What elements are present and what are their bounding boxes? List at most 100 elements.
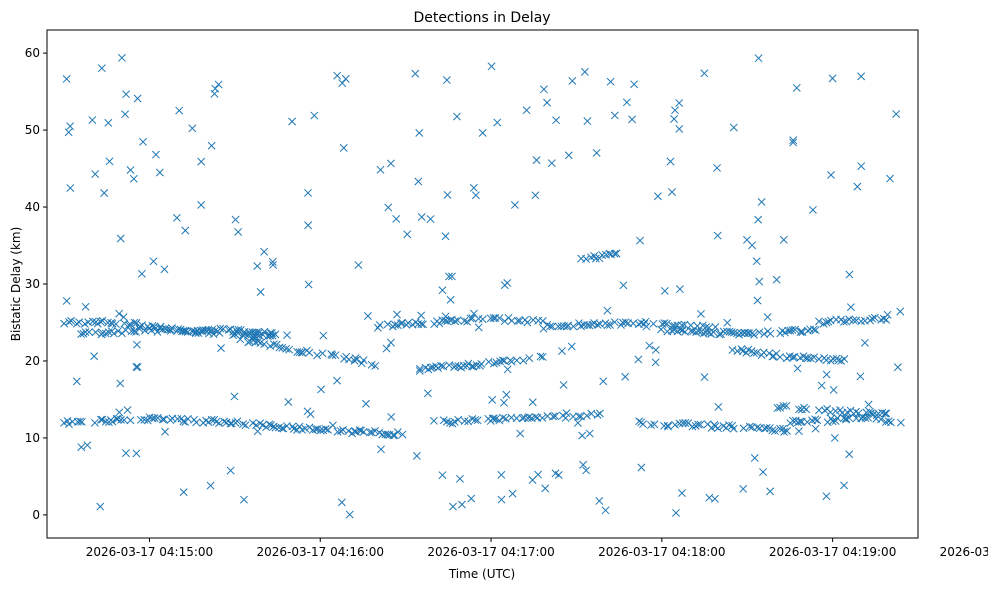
data-point xyxy=(757,198,766,206)
data-point xyxy=(797,327,806,336)
data-point xyxy=(675,285,684,294)
data-point xyxy=(803,418,812,427)
data-point xyxy=(117,415,125,424)
data-point xyxy=(488,414,497,423)
data-point xyxy=(538,352,547,361)
data-point xyxy=(719,327,728,336)
data-point xyxy=(426,363,435,372)
data-point xyxy=(857,162,866,171)
data-point xyxy=(345,510,354,519)
data-point xyxy=(582,411,591,420)
data-point xyxy=(116,234,125,243)
data-point xyxy=(111,320,120,328)
data-point xyxy=(737,345,746,354)
data-point xyxy=(714,402,723,411)
data-point xyxy=(671,420,680,429)
data-point xyxy=(740,328,749,337)
data-point xyxy=(412,451,421,460)
data-point xyxy=(371,361,380,370)
data-point xyxy=(304,280,313,289)
data-point xyxy=(471,191,480,200)
data-point xyxy=(896,418,905,427)
data-point xyxy=(130,318,139,327)
data-point xyxy=(398,430,407,439)
data-point xyxy=(676,325,685,334)
data-point xyxy=(115,309,124,318)
data-point xyxy=(809,325,818,334)
data-point xyxy=(464,417,473,426)
data-point xyxy=(755,328,764,337)
data-point xyxy=(569,412,578,421)
data-point xyxy=(599,377,608,386)
data-point xyxy=(175,106,184,115)
data-point xyxy=(126,416,135,425)
data-point xyxy=(333,376,341,385)
data-point xyxy=(135,322,144,331)
data-point xyxy=(77,330,86,339)
data-point xyxy=(610,318,619,327)
data-point xyxy=(81,328,90,337)
data-point xyxy=(752,348,761,357)
data-point xyxy=(531,191,540,200)
data-point xyxy=(649,319,658,328)
y-tick-label: 0 xyxy=(32,508,40,522)
data-point xyxy=(226,466,235,475)
data-point xyxy=(81,302,90,311)
data-point xyxy=(339,143,348,152)
data-point xyxy=(489,314,498,323)
data-point xyxy=(359,356,368,365)
data-point xyxy=(108,417,117,426)
data-point xyxy=(97,64,106,73)
data-point xyxy=(449,502,457,511)
data-point xyxy=(822,492,831,501)
data-point xyxy=(653,192,662,201)
data-point xyxy=(709,328,718,337)
y-tick-label: 20 xyxy=(25,354,40,368)
data-point xyxy=(76,417,84,426)
data-point xyxy=(278,424,286,433)
data-point xyxy=(65,317,74,326)
data-point xyxy=(239,420,247,429)
data-point xyxy=(403,230,412,239)
data-point xyxy=(344,427,353,435)
data-point xyxy=(268,257,277,266)
data-point xyxy=(603,306,612,315)
data-point xyxy=(135,324,144,333)
data-point xyxy=(204,325,213,334)
data-point xyxy=(739,484,748,493)
data-point xyxy=(472,361,481,370)
data-point xyxy=(98,316,107,325)
data-point xyxy=(468,415,477,423)
data-point xyxy=(266,331,275,340)
y-tick-label: 60 xyxy=(25,46,40,60)
data-point xyxy=(153,327,162,336)
data-point xyxy=(362,399,370,408)
data-point xyxy=(815,317,823,326)
data-point xyxy=(474,323,483,332)
data-point xyxy=(678,326,687,335)
data-point xyxy=(842,415,850,424)
data-point xyxy=(75,318,84,327)
data-point xyxy=(779,401,788,410)
data-point xyxy=(96,502,105,511)
data-point xyxy=(671,106,679,115)
data-point xyxy=(532,156,541,165)
data-point xyxy=(260,327,269,336)
data-point xyxy=(105,157,114,166)
data-point xyxy=(768,426,777,435)
data-point xyxy=(121,449,130,458)
data-point xyxy=(328,351,337,360)
data-point xyxy=(817,381,826,390)
data-point xyxy=(282,344,291,353)
data-point xyxy=(173,415,182,423)
data-point xyxy=(723,318,732,327)
data-point xyxy=(459,361,468,370)
data-point xyxy=(415,128,424,137)
data-point xyxy=(593,320,602,329)
data-point xyxy=(657,325,665,334)
data-point xyxy=(795,405,803,414)
data-point xyxy=(206,481,215,490)
data-point xyxy=(539,85,548,94)
data-point xyxy=(120,416,129,425)
